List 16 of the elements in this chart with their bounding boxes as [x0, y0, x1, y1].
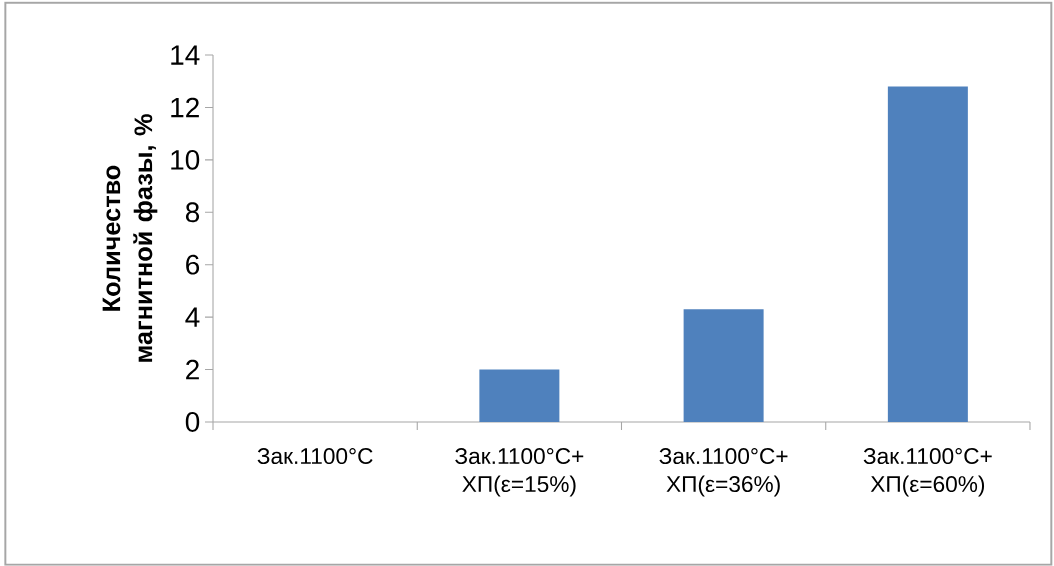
y-tick-label: 12	[171, 97, 199, 118]
y-tick-label: 4	[185, 307, 200, 327]
x-tick-label: Зак.1100°C+ ХП(ε=60%)	[863, 448, 992, 497]
bar	[683, 309, 764, 423]
bar	[479, 369, 560, 423]
x-tick-label: Зак.1100°C	[257, 448, 373, 465]
x-tick-label: Зак.1100°C+ ХП(ε=36%)	[659, 448, 788, 497]
y-tick-label: 14	[171, 45, 200, 65]
y-axis-title: Количество магнитной фазы, %	[102, 114, 158, 362]
y-tick-label: 8	[185, 202, 200, 223]
y-tick-label: 10	[171, 150, 200, 170]
y-tick-label: 0	[185, 412, 200, 433]
x-tick-label: Зак.1100°C+ ХП(ε=15%)	[455, 448, 584, 497]
y-tick-label: 2	[186, 359, 199, 380]
bar	[887, 86, 968, 423]
y-tick-label: 6	[186, 254, 200, 275]
